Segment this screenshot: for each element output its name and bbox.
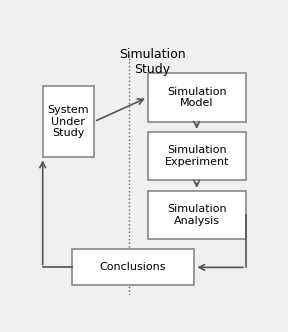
Text: Simulation
Analysis: Simulation Analysis bbox=[167, 204, 227, 226]
Bar bbox=[147, 73, 246, 122]
Bar bbox=[147, 191, 246, 239]
Text: Simulation
Experiment: Simulation Experiment bbox=[164, 145, 229, 167]
Text: Simulation
Model: Simulation Model bbox=[167, 87, 227, 108]
Text: Simulation
Study: Simulation Study bbox=[119, 47, 185, 75]
Bar bbox=[72, 249, 194, 285]
Bar bbox=[43, 86, 94, 157]
Text: System
Under
Study: System Under Study bbox=[48, 105, 89, 138]
Bar bbox=[147, 132, 246, 180]
Text: Conclusions: Conclusions bbox=[100, 262, 166, 272]
